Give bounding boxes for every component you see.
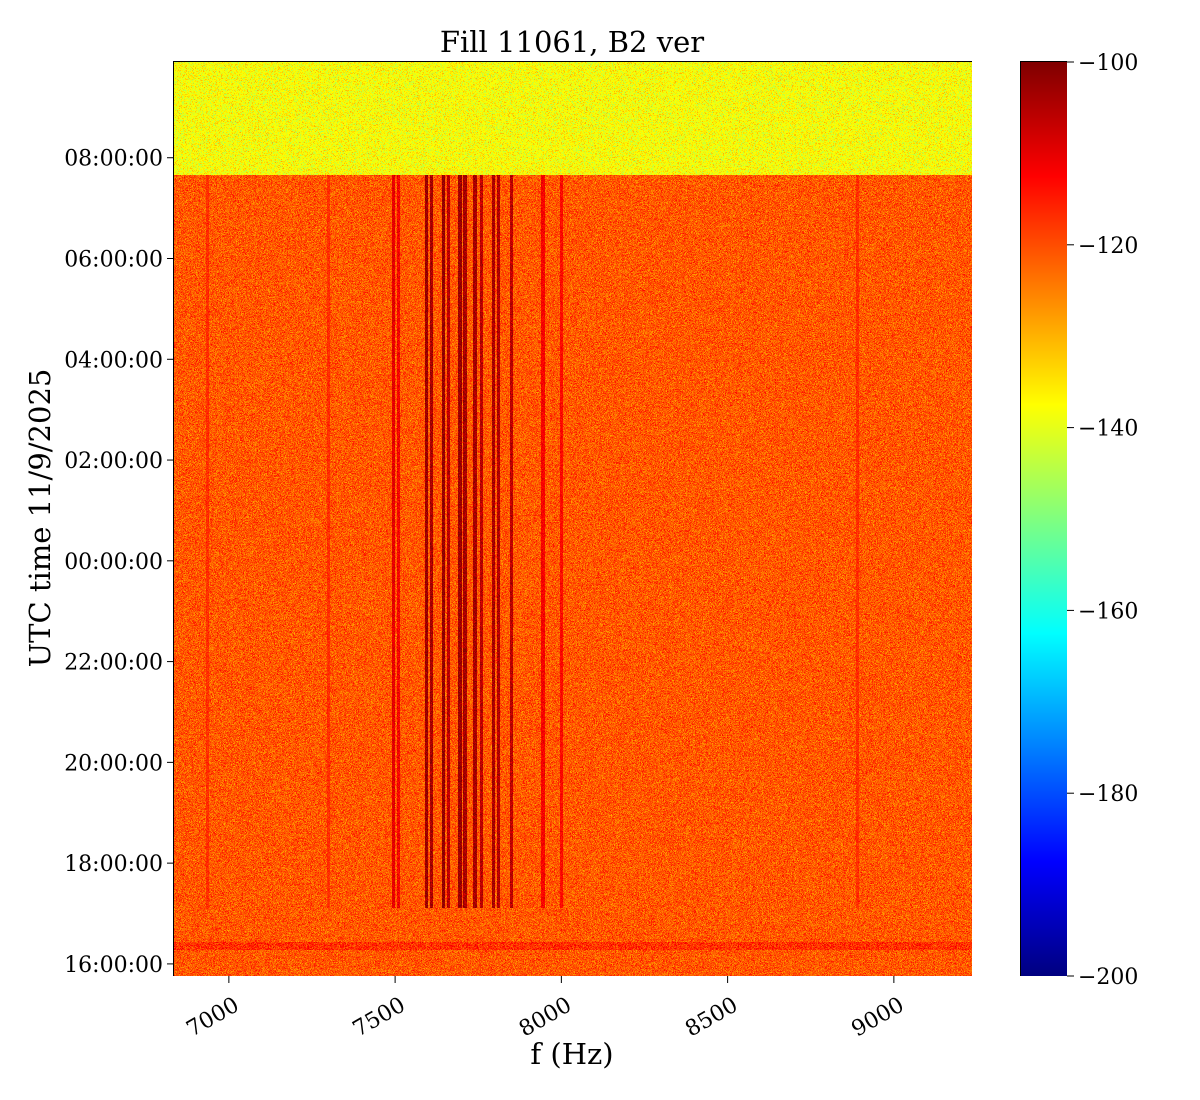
x-axis-ticks: 7000 7500 8000 8500 9000 bbox=[182, 976, 908, 1042]
y-tick-label: 02:00:00 bbox=[64, 449, 163, 474]
y-tick-label: 08:00:00 bbox=[64, 147, 163, 172]
x-tick-label: 8500 bbox=[681, 993, 742, 1043]
y-axis-ticks: 16:00:00 18:00:00 20:00:00 22:00:00 00:00:00… bbox=[64, 147, 174, 978]
y-tick-label: 06:00:00 bbox=[64, 248, 163, 273]
colorbar-tick-label: −200 bbox=[1078, 965, 1138, 990]
colorbar-gradient bbox=[1021, 62, 1067, 976]
x-tick-label: 7500 bbox=[349, 993, 410, 1043]
x-axis-label: f (Hz) bbox=[530, 1037, 613, 1071]
x-tick-label: 9000 bbox=[847, 993, 908, 1043]
y-tick-label: 04:00:00 bbox=[64, 348, 163, 373]
spectrogram-heatmap bbox=[174, 62, 972, 976]
y-tick-label: 22:00:00 bbox=[64, 651, 163, 676]
y-axis-label: UTC time 11/9/2025 bbox=[23, 369, 57, 668]
colorbar-tick-label: −100 bbox=[1078, 51, 1138, 76]
x-tick-label: 8000 bbox=[515, 993, 576, 1043]
y-tick-label: 16:00:00 bbox=[64, 953, 163, 978]
y-tick-label: 18:00:00 bbox=[64, 852, 163, 877]
colorbar-tick-label: −180 bbox=[1078, 782, 1138, 807]
x-tick-label: 7000 bbox=[182, 993, 243, 1043]
colorbar-ticks: −100 −120 −140 −160 −180 −200 bbox=[1067, 51, 1138, 990]
chart-title: Fill 11061, B2 ver bbox=[440, 25, 704, 59]
colorbar-tick-label: −120 bbox=[1078, 234, 1138, 259]
colorbar-tick-label: −140 bbox=[1078, 417, 1138, 442]
y-tick-label: 00:00:00 bbox=[64, 550, 163, 575]
colorbar-tick-label: −160 bbox=[1078, 599, 1138, 624]
y-tick-label: 20:00:00 bbox=[64, 751, 163, 776]
